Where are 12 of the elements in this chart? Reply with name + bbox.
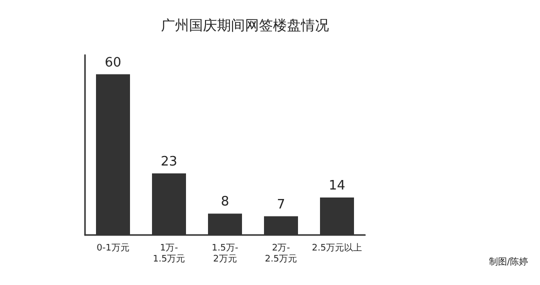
x-tick-label: 1.5万-2万元 [212,244,238,264]
data-label: 14 [328,178,346,194]
data-label: 7 [276,197,286,212]
data-label: 8 [220,194,230,210]
x-tick-label: 1万-1.5万元 [152,244,186,264]
x-tick-label: 2.5万元以上 [312,242,362,254]
data-label: 60 [104,55,122,70]
x-tick-label: 2万-2.5万元 [264,244,298,264]
text: 制图/陈婷 [488,256,528,268]
x-tick-label: 0-1万元 [96,242,130,254]
data-label: 23 [160,154,178,170]
chart-title: 广州国庆期间网签楼盘情况 [161,18,329,34]
